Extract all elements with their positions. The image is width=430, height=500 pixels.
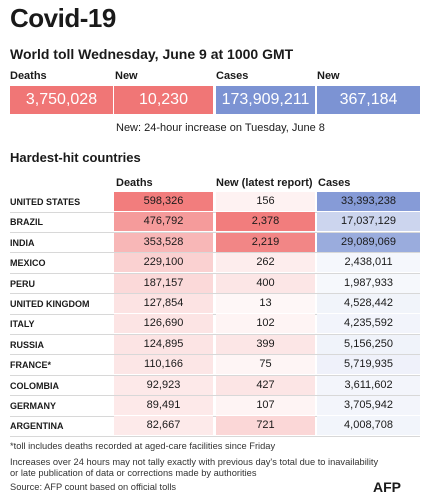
country-name: BRAZIL [10,217,43,228]
row-divider [10,231,420,233]
country-name: MEXICO [10,258,46,269]
country-name: UNITED STATES [10,197,81,207]
page-title: Covid-19 [10,3,116,33]
row-divider [10,374,420,376]
page-subtitle: World toll Wednesday, June 9 at 1000 GMT [10,46,294,62]
column-header-deaths: Deaths [116,177,153,189]
table-row: UNITED KINGDOM 127,854 13 4,528,442 [0,294,430,315]
table-row: GERMANY 89,491 107 3,705,942 [0,396,430,417]
country-name: PERU [10,278,36,289]
deaths-cell: 476,792 [114,212,213,232]
country-name: UNITED KINGDOM [10,299,90,309]
footnote-tally-1: Increases over 24 hours may not tally ex… [10,457,379,467]
table-row: INDIA 353,528 2,219 29,089,069 [0,232,430,254]
cases-total-label: Cases [216,70,249,82]
new-cell: 2,219 [216,232,315,252]
table-row: FRANCE* 110,166 75 5,719,935 [0,355,430,376]
deaths-cell: 127,854 [114,294,213,313]
row-divider [10,415,420,417]
cases-cell: 33,393,238 [317,192,420,211]
country-name: ITALY [10,319,35,330]
column-header-new: New (latest report) [216,177,313,189]
deaths-cell: 187,157 [114,273,213,293]
deaths-cell: 110,166 [114,355,213,375]
deaths-total-box: 3,750,028 [10,86,113,114]
table-row: UNITED STATES 598,326 156 33,393,238 [0,192,430,213]
new-cases-total-label: New [317,70,340,82]
new-cell: 427 [216,375,315,395]
table-row: BRAZIL 476,792 2,378 17,037,129 [0,212,430,233]
source-note: Source: AFP count based on official toll… [10,482,177,492]
country-name: COLOMBIA [10,380,59,391]
cases-total-box: 173,909,211 [216,86,315,114]
country-name: ARGENTINA [10,421,64,432]
row-divider [10,333,420,335]
new-cell: 721 [216,416,315,436]
table-row: ITALY 126,690 102 4,235,592 [0,314,430,335]
new-cell: 156 [216,192,315,211]
new-cell: 399 [216,334,315,354]
deaths-cell: 598,326 [114,192,213,211]
new-cell: 75 [216,355,315,375]
new-cell: 262 [216,253,315,273]
row-divider [10,211,420,213]
row-divider [10,354,420,356]
new-cell: 107 [216,396,315,415]
new-cell: 13 [216,294,315,313]
table-row: MEXICO 229,100 262 2,438,011 [0,253,430,274]
cases-cell: 4,008,708 [317,416,420,436]
table-section-title: Hardest-hit countries [10,150,141,165]
row-divider [10,395,420,397]
table-row: RUSSIA 124,895 399 5,156,250 [0,334,430,356]
column-header-cases: Cases [318,177,351,189]
cases-cell: 5,156,250 [317,334,420,354]
footnote-france: *toll includes deaths recorded at aged-c… [10,441,276,451]
cases-cell: 3,705,942 [317,396,420,415]
deaths-cell: 92,923 [114,375,213,395]
new-cell: 400 [216,273,315,293]
cases-cell: 4,528,442 [317,294,420,313]
row-divider [10,435,420,437]
cases-cell: 4,235,592 [317,314,420,334]
table-row: COLOMBIA 92,923 427 3,611,602 [0,375,430,397]
row-divider [10,252,420,254]
country-name: FRANCE* [10,360,52,371]
cases-cell: 17,037,129 [317,212,420,232]
deaths-cell: 126,690 [114,314,213,334]
footnote-tally-2: or late publication of data or correctio… [10,468,257,478]
row-divider [10,272,420,274]
deaths-cell: 82,667 [114,416,213,436]
cases-cell: 3,611,602 [317,375,420,395]
new-deaths-total-label: New [115,70,138,82]
cases-cell: 5,719,935 [317,355,420,375]
country-name: INDIA [10,237,35,248]
deaths-total-label: Deaths [10,70,47,82]
new-cases-total-box: 367,184 [317,86,420,114]
country-name: GERMANY [10,401,57,411]
deaths-cell: 229,100 [114,253,213,273]
new-cell: 2,378 [216,212,315,232]
afp-logo: AFP [373,479,401,495]
table-row: ARGENTINA 82,667 721 4,008,708 [0,416,430,437]
cases-cell: 2,438,011 [317,253,420,273]
cases-cell: 29,089,069 [317,232,420,252]
new-cell: 102 [216,314,315,334]
deaths-cell: 89,491 [114,396,213,415]
country-name: RUSSIA [10,339,45,350]
row-divider [10,293,420,295]
deaths-cell: 353,528 [114,232,213,252]
cases-cell: 1,987,933 [317,273,420,293]
table-row: PERU 187,157 400 1,987,933 [0,273,430,295]
totals-note: New: 24-hour increase on Tuesday, June 8 [116,122,325,134]
new-deaths-total-box: 10,230 [114,86,213,114]
row-divider [10,313,420,315]
deaths-cell: 124,895 [114,334,213,354]
